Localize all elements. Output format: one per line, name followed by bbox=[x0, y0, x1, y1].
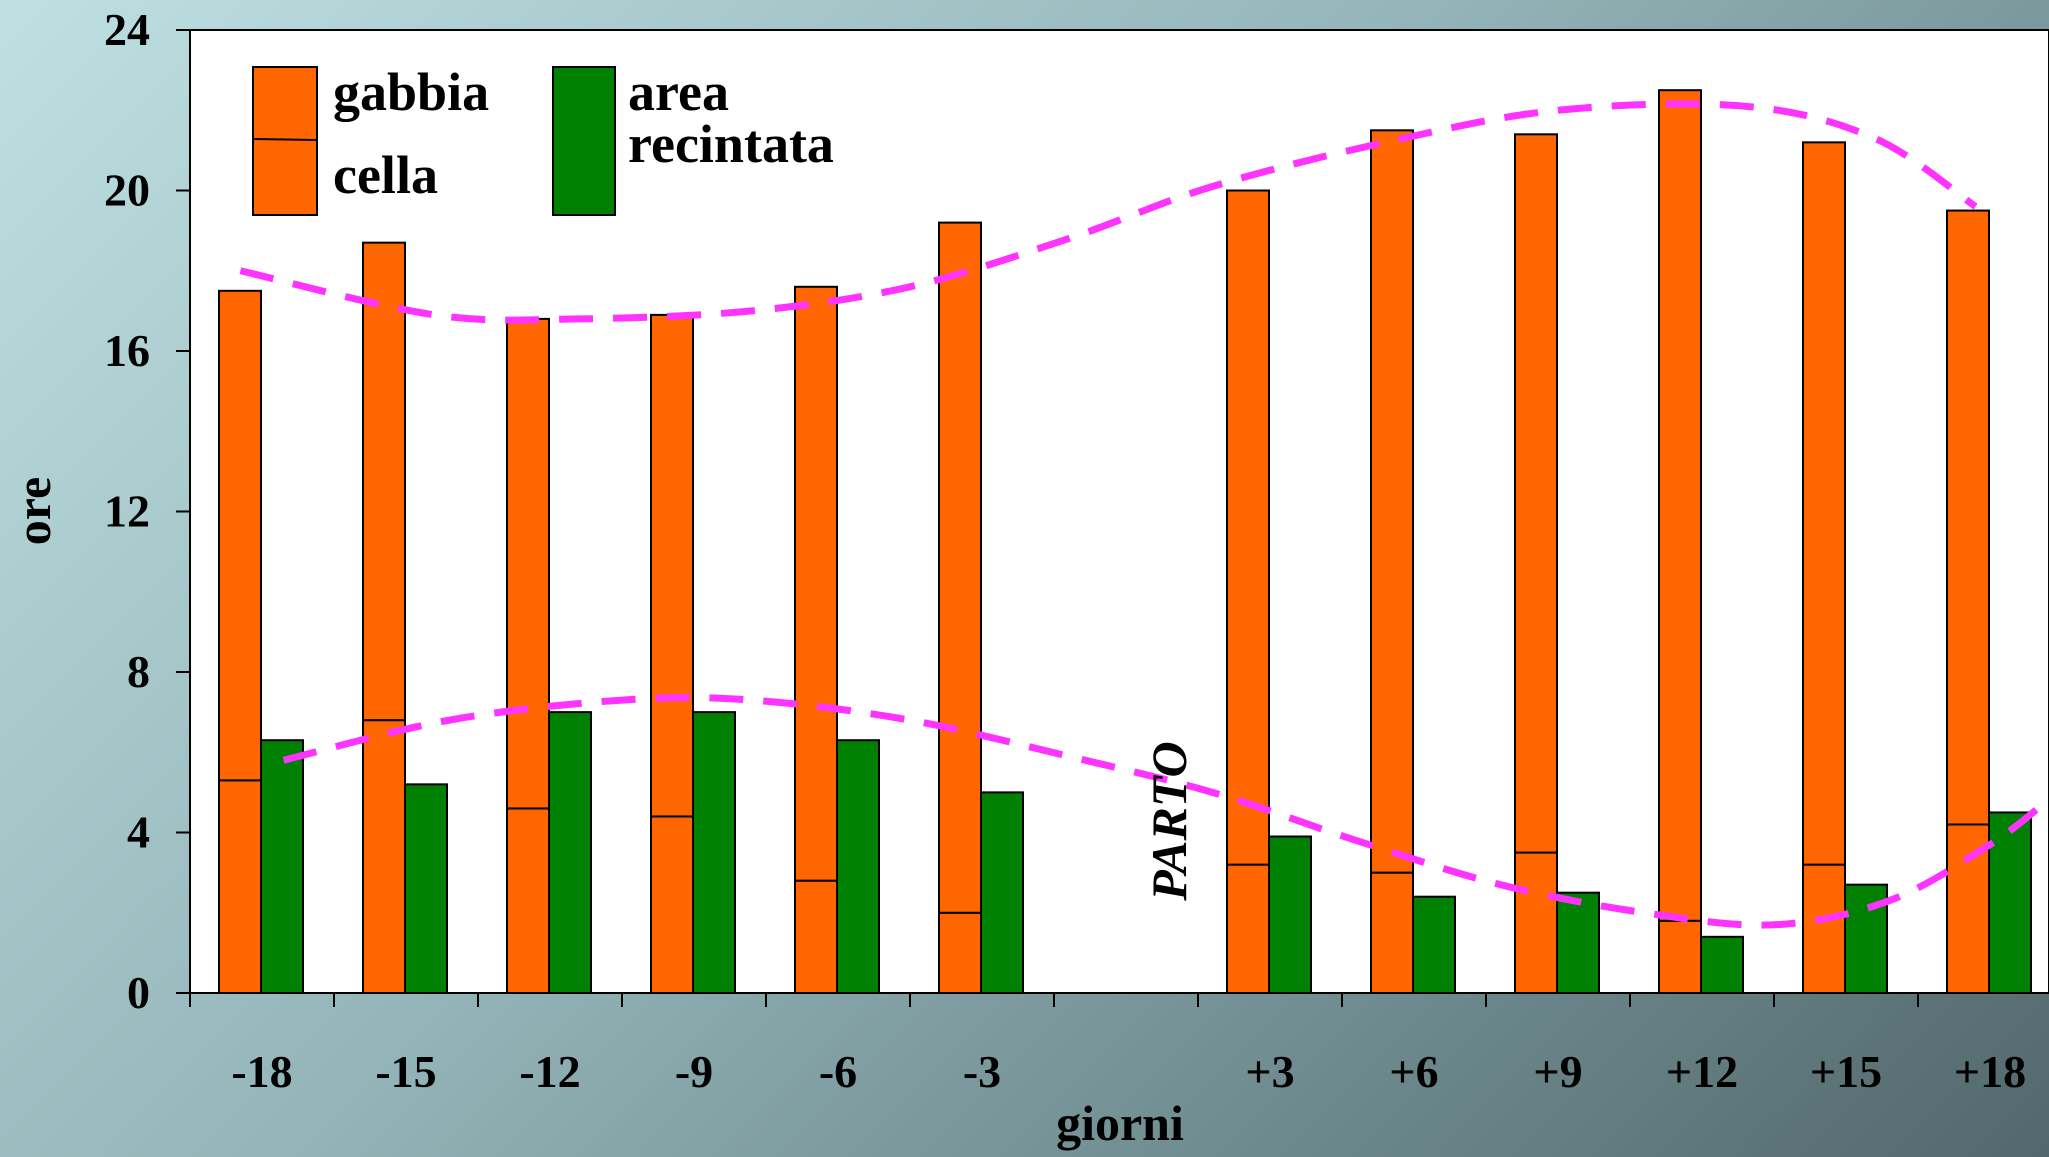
bar-area-recintata bbox=[548, 711, 592, 994]
legend-label-gabbia: gabbia bbox=[333, 62, 489, 122]
legend-label-cella: cella bbox=[333, 145, 438, 205]
bar-area-recintata bbox=[404, 783, 448, 994]
y-tick-label: 8 bbox=[127, 646, 150, 697]
bar-cella bbox=[938, 221, 982, 914]
bar-area-recintata bbox=[836, 739, 880, 995]
legend-label-area: area bbox=[628, 62, 729, 122]
bar-gabbia bbox=[1370, 871, 1414, 994]
legend: gabbia cella area recintata bbox=[252, 62, 834, 216]
bar-gabbia bbox=[1514, 851, 1558, 994]
y-tick-label: 24 bbox=[104, 4, 150, 55]
x-tick-label: -18 bbox=[231, 1046, 292, 1097]
bar-gabbia bbox=[506, 807, 550, 994]
bar-cella bbox=[650, 313, 694, 818]
trendline-2 bbox=[282, 694, 2049, 929]
x-tick-label: -3 bbox=[963, 1046, 1001, 1097]
bar-cella bbox=[506, 317, 550, 810]
bar-cella bbox=[1802, 141, 1846, 866]
x-tick-label: -12 bbox=[519, 1046, 580, 1097]
bar-gabbia bbox=[794, 879, 838, 995]
bar-area-recintata bbox=[1988, 811, 2032, 994]
bar-gabbia bbox=[1658, 919, 1702, 995]
bar-area-recintata bbox=[1268, 835, 1312, 995]
y-tick-labels: 0 4 8 12 16 20 24 bbox=[104, 4, 150, 1018]
legend-label-recintata: recintata bbox=[628, 114, 834, 174]
y-tick-label: 12 bbox=[104, 486, 150, 537]
plot-area bbox=[189, 29, 2049, 994]
legend-swatch-divider bbox=[252, 138, 318, 141]
x-tick-label: +18 bbox=[1954, 1046, 2026, 1097]
bar-gabbia bbox=[1226, 863, 1270, 994]
bar-cella bbox=[1658, 89, 1702, 922]
x-tick-label: +15 bbox=[1810, 1046, 1882, 1097]
axes bbox=[176, 29, 2049, 1007]
bar-gabbia bbox=[1802, 863, 1846, 994]
bar-gabbia bbox=[218, 779, 262, 995]
x-tick-labels: -18 -15 -12 -9 -6 -3 +3 +6 +9 +12 +15 +18 bbox=[231, 1046, 2026, 1097]
y-axis-title: ore bbox=[5, 477, 61, 545]
bar-area-recintata bbox=[1700, 935, 1744, 995]
bar-cella bbox=[1226, 189, 1270, 866]
bar-gabbia bbox=[650, 815, 694, 995]
x-tick-label: -15 bbox=[375, 1046, 436, 1097]
x-tick-label: -6 bbox=[819, 1046, 857, 1097]
trendline-1 bbox=[239, 100, 1978, 324]
bar-cella bbox=[1514, 133, 1558, 854]
bars bbox=[218, 89, 2032, 995]
annotation-parto: PARTO bbox=[1141, 741, 1197, 901]
y-tick-label: 4 bbox=[127, 807, 150, 858]
y-tick-label: 0 bbox=[127, 967, 150, 1018]
x-tick-label: +3 bbox=[1245, 1046, 1294, 1097]
bar-cella bbox=[794, 285, 838, 882]
bar-cella bbox=[1370, 129, 1414, 874]
x-tick-label: +6 bbox=[1389, 1046, 1438, 1097]
legend-swatch-gabbia-cella bbox=[252, 66, 318, 216]
bar-cella bbox=[218, 289, 262, 782]
x-tick-label: +9 bbox=[1533, 1046, 1582, 1097]
x-axis-title: giorni bbox=[1056, 1095, 1184, 1151]
bar-area-recintata bbox=[980, 791, 1024, 994]
bar-gabbia bbox=[938, 911, 982, 994]
bar-area-recintata bbox=[260, 739, 304, 995]
y-tick-label: 20 bbox=[104, 165, 150, 216]
bar-cella bbox=[362, 241, 406, 722]
bar-area-recintata bbox=[692, 711, 736, 994]
x-tick-label: +12 bbox=[1666, 1046, 1738, 1097]
bar-area-recintata bbox=[1412, 895, 1456, 995]
trendlines bbox=[239, 100, 2049, 929]
bar-gabbia bbox=[362, 719, 406, 995]
legend-swatch-area-recintata bbox=[552, 66, 616, 216]
x-tick-label: -9 bbox=[675, 1046, 713, 1097]
bar-cella bbox=[1946, 209, 1990, 826]
bar-area-recintata bbox=[1556, 891, 1600, 994]
y-tick-label: 16 bbox=[104, 325, 150, 376]
